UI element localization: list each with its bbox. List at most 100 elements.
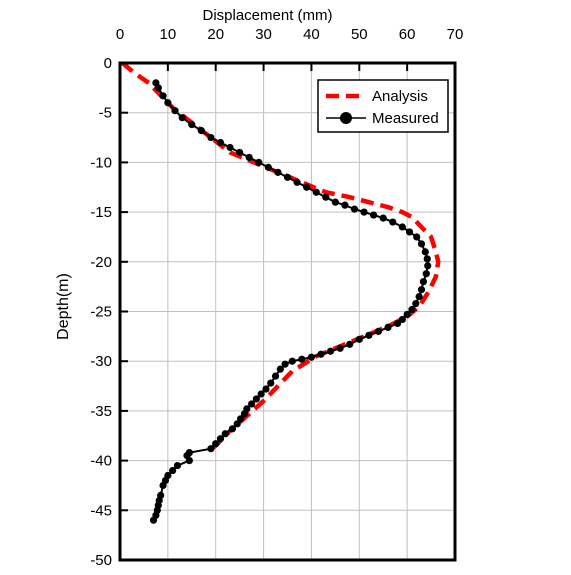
- y-tick-label: 0: [104, 55, 112, 72]
- legend-box: [317, 79, 449, 133]
- measured-point: [384, 323, 392, 332]
- measured-point: [341, 201, 349, 209]
- y-tick-label: -15: [90, 204, 112, 221]
- measured-point: [257, 390, 265, 398]
- measured-point: [331, 198, 339, 206]
- y-tick-label: -30: [90, 353, 112, 370]
- x-tick-label: 60: [399, 26, 416, 43]
- measured-point: [236, 148, 244, 157]
- measured-point: [393, 319, 402, 328]
- measured-point: [303, 183, 311, 191]
- measured-point: [417, 286, 426, 294]
- measured-point: [159, 481, 167, 490]
- grid-lines: [120, 63, 455, 560]
- measured-point: [267, 379, 275, 387]
- measured-point: [422, 270, 430, 278]
- measured-point: [413, 233, 421, 241]
- measured-point: [228, 425, 237, 433]
- measured-point: [350, 205, 359, 213]
- measured-point: [281, 360, 289, 368]
- measured-point: [216, 435, 225, 443]
- measured-point: [346, 340, 354, 348]
- measured-point: [233, 420, 241, 428]
- measured-point: [212, 440, 220, 448]
- y-tick-label: -10: [90, 154, 112, 171]
- axes: 0 10 20 30 40 50 60 70 0 -5 -10 -15 -20 -25 -30 -35 -40 -…: [90, 26, 463, 569]
- x-tick-label: 0: [116, 26, 124, 43]
- measured-point: [293, 178, 301, 186]
- measured-point: [188, 121, 196, 129]
- measured-point: [421, 248, 429, 256]
- measured-point: [178, 114, 186, 122]
- measured-point: [226, 143, 234, 152]
- measured-point: [374, 327, 383, 335]
- legend-label: Analysis: [372, 88, 428, 105]
- measured-point: [424, 262, 432, 270]
- measured-point: [221, 430, 229, 438]
- y-axis-title: Depth(m): [55, 273, 72, 340]
- x-tick-label: 10: [160, 26, 177, 43]
- measured-point: [248, 400, 256, 408]
- measured-point: [271, 372, 280, 380]
- measured-point: [276, 365, 284, 373]
- measured-point: [255, 158, 263, 166]
- measured-point: [326, 347, 335, 355]
- x-tick-label: 40: [303, 26, 320, 43]
- measured-point: [173, 461, 182, 470]
- measured-point: [379, 214, 387, 222]
- y-tick-label: -5: [99, 105, 112, 122]
- measured-point: [245, 153, 253, 162]
- measured-point: [370, 211, 378, 219]
- x-tick-label: 30: [255, 26, 272, 43]
- y-tick-label: -20: [90, 254, 112, 271]
- measured-point: [149, 516, 158, 524]
- y-tick-label: -50: [90, 552, 112, 569]
- measured-point: [365, 331, 373, 339]
- legend: Analysis Measured: [317, 79, 449, 133]
- measured-point: [423, 255, 431, 263]
- measured-point: [355, 335, 363, 343]
- x-tick-label: 70: [447, 26, 464, 43]
- measured-point: [336, 344, 344, 352]
- measured-point: [207, 445, 215, 453]
- measured-point: [283, 173, 292, 181]
- measured-point: [312, 188, 320, 196]
- y-tick-label: -40: [90, 453, 112, 470]
- measured-point: [252, 395, 260, 403]
- measured-point: [415, 292, 423, 301]
- measured-point: [317, 350, 325, 358]
- measured-point: [262, 385, 270, 393]
- measured-point: [398, 315, 406, 324]
- y-tick-label: -25: [90, 304, 112, 321]
- measured-point: [197, 126, 205, 135]
- y-tick-label: -45: [90, 502, 112, 519]
- measured-point: [322, 193, 330, 201]
- measured-point: [185, 457, 193, 465]
- measured-point: [307, 353, 316, 361]
- measured-point: [412, 299, 420, 308]
- x-tick-label: 20: [207, 26, 224, 43]
- measured-point: [169, 466, 177, 475]
- series-layer: [120, 61, 441, 524]
- measured-point: [419, 278, 428, 286]
- measured-point: [403, 310, 411, 319]
- measured-point: [298, 355, 306, 363]
- measured-point: [274, 168, 282, 176]
- measured-point: [159, 92, 167, 100]
- legend-swatch-marker-measured: [340, 112, 352, 124]
- measured-point: [216, 138, 225, 147]
- measured-point: [398, 223, 406, 231]
- y-tick-label: -35: [90, 403, 112, 420]
- measured-point: [164, 99, 172, 107]
- measured-point: [360, 208, 368, 216]
- series-line-measured: [152, 82, 429, 521]
- measured-point: [207, 133, 215, 142]
- x-axis-title: Displacement (mm): [202, 7, 332, 24]
- measured-point: [171, 107, 179, 115]
- measured-point: [408, 305, 416, 314]
- measured-point: [405, 228, 414, 236]
- measured-point: [240, 410, 249, 418]
- measured-point: [154, 84, 162, 92]
- measured-point: [417, 240, 426, 248]
